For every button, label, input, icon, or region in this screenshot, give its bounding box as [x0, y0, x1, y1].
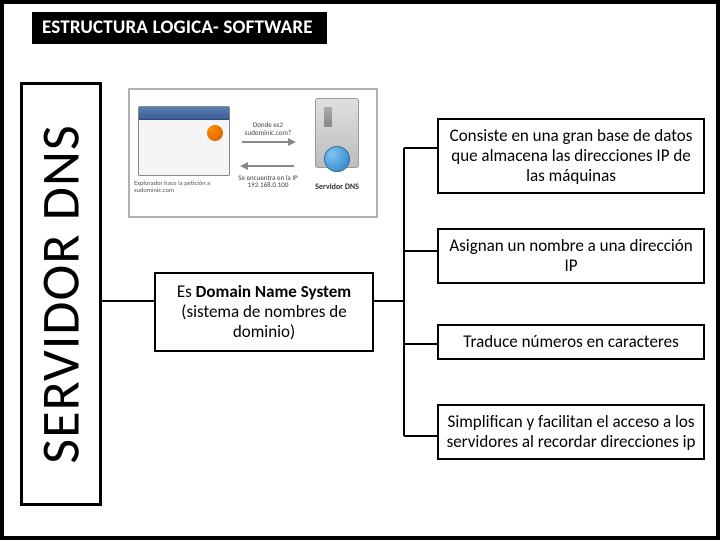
info-box-4: Simplifican y facilitan el acceso a los … [437, 404, 705, 460]
sidebar-title-text: SERVIDOR DNS [28, 124, 94, 463]
browser-caption: Explorador hace la petición a sudominic.… [134, 180, 238, 194]
query-text: Donde es2 sudominic.com? [245, 120, 291, 137]
firefox-icon [207, 125, 223, 141]
definition-bold: Domain Name System [196, 281, 351, 302]
info-text-4: Simplifican y facilitan el acceso a los … [447, 411, 696, 452]
slide-frame: ESTRUCTURA LOGICA- SOFTWARE SERVIDOR DNS… [0, 0, 720, 540]
connector-fan-right [374, 124, 437, 444]
info-text-3: Traduce números en caracteres [463, 331, 678, 352]
arrow-left-icon [240, 160, 296, 172]
slide-header: ESTRUCTURA LOGICA- SOFTWARE [32, 12, 327, 44]
definition-box: Es Domain Name System (sistema de nombre… [154, 272, 374, 352]
info-text-1: Consiste en una gran base de datos que a… [450, 125, 693, 186]
connector-sidebar-to-def [102, 300, 154, 302]
server-caption: Servidor DNS [302, 182, 372, 192]
dns-illustration: Explorador hace la petición a sudominic.… [128, 88, 378, 218]
definition-prefix: Es [177, 281, 196, 302]
header-title: ESTRUCTURA LOGICA- SOFTWARE [42, 16, 313, 39]
definition-suffix: (sistema de nombres de dominio) [181, 301, 346, 342]
arrow-right-icon [240, 136, 296, 148]
sidebar-title-box: SERVIDOR DNS [20, 82, 102, 506]
globe-icon [324, 146, 350, 172]
server-icon: Servidor DNS [306, 98, 368, 186]
browser-icon [138, 106, 230, 176]
info-text-2: Asignan un nombre a una dirección IP [449, 235, 692, 276]
info-box-2: Asignan un nombre a una dirección IP [437, 228, 705, 284]
reply-text: Se encuentra en la IP 192.168.0.100 [238, 173, 297, 190]
info-box-3: Traduce números en caracteres [437, 324, 705, 360]
query-reply-arrows: Donde es2 sudominic.com? Se encuentra en… [236, 100, 300, 210]
info-box-1: Consiste en una gran base de datos que a… [437, 118, 705, 194]
